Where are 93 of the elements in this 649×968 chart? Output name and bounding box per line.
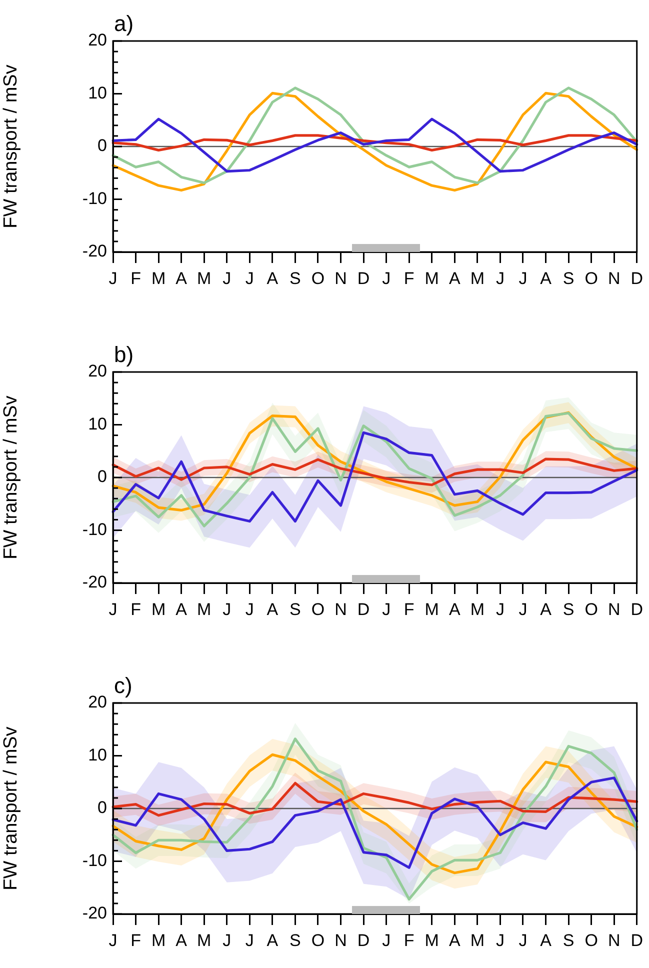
x-tick-label: S	[562, 600, 574, 619]
x-tick-label: J	[108, 268, 118, 288]
y-tick-label: 20	[88, 30, 107, 50]
x-tick-label: O	[311, 268, 325, 288]
x-tick-label: N	[608, 600, 620, 619]
x-tick-label: M	[197, 600, 212, 619]
x-tick-label: M	[424, 600, 439, 619]
x-tick-label: A	[176, 600, 188, 619]
x-tick-label: J	[245, 600, 254, 619]
x-tick-label: D	[630, 268, 643, 288]
x-tick-label: J	[382, 600, 391, 619]
x-tick-label: S	[562, 930, 574, 950]
x-tick-label: F	[130, 268, 141, 288]
x-tick-label: J	[222, 600, 232, 619]
x-tick-label: O	[584, 600, 598, 619]
x-tick-label: J	[222, 930, 232, 950]
y-tick-label: 0	[98, 467, 107, 486]
x-tick-label: M	[151, 600, 166, 619]
x-tick-label: O	[311, 930, 325, 950]
y-tick-label: 10	[88, 83, 107, 102]
x-tick-label: J	[108, 600, 118, 619]
x-tick-label: D	[357, 600, 370, 619]
x-tick-label: J	[245, 268, 254, 288]
y-tick-label: -10	[82, 520, 107, 539]
x-tick-label: J	[518, 600, 528, 619]
x-tick-label: A	[266, 600, 279, 619]
y-axis-title: FW transport / mSv	[0, 726, 22, 890]
x-tick-label: A	[448, 930, 461, 950]
y-tick-label: -10	[82, 850, 107, 870]
x-tick-label: A	[176, 930, 188, 950]
x-tick-label: O	[584, 268, 598, 288]
y-tick-label: -20	[82, 572, 107, 592]
x-tick-label: S	[290, 930, 301, 950]
x-tick-label: A	[266, 930, 279, 950]
x-tick-label: D	[357, 268, 370, 288]
y-tick-label: 20	[88, 362, 107, 381]
x-tick-label: O	[584, 930, 598, 950]
chart-title: b)	[114, 342, 134, 367]
x-tick-label: N	[608, 930, 620, 950]
chart-title: a)	[114, 11, 134, 36]
x-tick-label: M	[470, 600, 485, 619]
x-tick-label: M	[424, 930, 439, 950]
x-tick-label: D	[630, 930, 643, 950]
x-tick-label: M	[197, 268, 212, 288]
x-tick-label: D	[630, 600, 643, 619]
x-tick-label: M	[197, 930, 212, 950]
x-tick-label: F	[130, 930, 141, 950]
y-tick-label: -20	[82, 904, 107, 923]
x-tick-label: J	[108, 930, 118, 950]
x-tick-label: J	[518, 930, 528, 950]
y-tick-label: 0	[98, 136, 107, 156]
x-tick-label: M	[470, 930, 485, 950]
x-tick-label: A	[266, 268, 279, 288]
x-tick-label: M	[424, 268, 439, 288]
y-tick-label: -20	[82, 242, 107, 261]
x-tick-label: D	[357, 930, 370, 950]
x-tick-label: F	[130, 600, 141, 619]
x-tick-label: A	[448, 268, 461, 288]
x-tick-label: S	[290, 600, 301, 619]
x-tick-label: M	[151, 930, 166, 950]
chart-title: c)	[114, 673, 132, 698]
x-tick-label: S	[562, 268, 574, 288]
x-tick-label: N	[334, 268, 347, 288]
y-tick-label: 20	[88, 692, 107, 712]
x-tick-label: A	[448, 600, 461, 619]
x-tick-label: J	[496, 268, 504, 288]
y-axis-title: FW transport / mSv	[0, 64, 22, 228]
x-tick-label: J	[382, 268, 391, 288]
x-tick-label: N	[608, 268, 620, 288]
x-tick-label: S	[290, 268, 301, 288]
x-tick-label: A	[540, 930, 552, 950]
x-tick-label: M	[470, 268, 485, 288]
x-tick-label: J	[222, 268, 232, 288]
x-tick-label: N	[334, 930, 347, 950]
x-tick-label: A	[176, 268, 188, 288]
y-tick-label: 10	[88, 745, 107, 764]
x-tick-label: A	[540, 600, 552, 619]
x-tick-label: J	[496, 600, 504, 619]
x-tick-label: F	[404, 600, 414, 619]
x-tick-label: F	[404, 930, 414, 950]
x-tick-label: M	[151, 268, 166, 288]
x-tick-label: A	[540, 268, 552, 288]
x-tick-label: O	[311, 600, 325, 619]
x-tick-label: N	[334, 600, 347, 619]
x-tick-label: J	[496, 930, 504, 950]
y-axis-title: FW transport / mSv	[0, 395, 22, 560]
x-tick-label: F	[404, 268, 414, 288]
y-tick-label: 0	[98, 798, 107, 818]
y-tick-label: -10	[82, 188, 107, 208]
y-tick-label: 10	[88, 414, 107, 434]
x-tick-label: J	[245, 930, 254, 950]
x-tick-label: J	[382, 930, 391, 950]
x-tick-label: J	[518, 268, 528, 288]
